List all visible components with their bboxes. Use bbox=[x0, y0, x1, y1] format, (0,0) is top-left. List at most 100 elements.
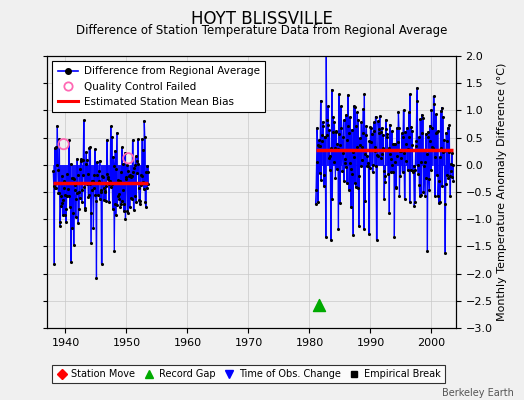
Point bbox=[383, 130, 391, 137]
Point bbox=[423, 248, 432, 254]
Legend: Station Move, Record Gap, Time of Obs. Change, Empirical Break: Station Move, Record Gap, Time of Obs. C… bbox=[52, 365, 444, 383]
Point bbox=[97, 261, 106, 267]
Point bbox=[75, 188, 83, 195]
Point bbox=[432, 172, 441, 178]
Point bbox=[419, 188, 428, 195]
Point bbox=[83, 157, 92, 163]
Point bbox=[396, 148, 404, 154]
Point bbox=[126, 172, 134, 178]
Point bbox=[339, 134, 347, 140]
Point bbox=[50, 183, 58, 189]
Point bbox=[333, 166, 341, 172]
Point bbox=[437, 145, 445, 151]
Point bbox=[320, 183, 328, 189]
Point bbox=[421, 159, 430, 165]
Point bbox=[101, 187, 110, 194]
Point bbox=[422, 131, 430, 137]
Point bbox=[141, 199, 149, 206]
Point bbox=[49, 168, 58, 175]
Point bbox=[313, 124, 321, 131]
Point bbox=[52, 162, 61, 168]
Point bbox=[413, 162, 422, 168]
Point bbox=[144, 181, 152, 188]
Point bbox=[124, 168, 133, 174]
Point bbox=[105, 180, 114, 186]
Point bbox=[407, 167, 415, 173]
Point bbox=[369, 162, 377, 168]
Point bbox=[324, 103, 332, 109]
Point bbox=[56, 223, 64, 230]
Point bbox=[334, 226, 343, 232]
Point bbox=[54, 190, 63, 196]
Point bbox=[340, 178, 348, 185]
Point bbox=[89, 225, 97, 231]
Point bbox=[387, 155, 396, 162]
Point bbox=[369, 127, 378, 134]
Point bbox=[119, 187, 127, 193]
Point bbox=[118, 144, 126, 150]
Text: HOYT BLISSVILLE: HOYT BLISSVILLE bbox=[191, 10, 333, 28]
Point bbox=[88, 186, 96, 193]
Point bbox=[139, 186, 148, 192]
Point bbox=[355, 172, 364, 179]
Point bbox=[58, 172, 66, 179]
Point bbox=[106, 123, 115, 130]
Point bbox=[447, 168, 455, 174]
Point bbox=[98, 173, 106, 179]
Point bbox=[357, 119, 366, 126]
Point bbox=[335, 91, 343, 97]
Point bbox=[321, 134, 329, 140]
Point bbox=[409, 162, 418, 169]
Point bbox=[414, 170, 422, 177]
Point bbox=[363, 163, 371, 170]
Point bbox=[91, 191, 100, 198]
Point bbox=[387, 168, 395, 175]
Point bbox=[406, 91, 414, 97]
Point bbox=[421, 193, 429, 200]
Point bbox=[336, 200, 344, 206]
Point bbox=[375, 113, 384, 119]
Point bbox=[111, 200, 119, 207]
Point bbox=[137, 181, 145, 188]
Point bbox=[331, 175, 340, 182]
Point bbox=[60, 178, 69, 184]
Point bbox=[108, 206, 117, 213]
Point bbox=[379, 131, 387, 138]
Point bbox=[444, 174, 452, 181]
Point bbox=[361, 198, 369, 204]
Point bbox=[444, 148, 453, 155]
Point bbox=[328, 196, 336, 202]
Point bbox=[109, 154, 117, 160]
Point bbox=[403, 167, 412, 174]
Point bbox=[378, 144, 387, 151]
Point bbox=[329, 129, 337, 135]
Point bbox=[365, 138, 374, 144]
Point bbox=[342, 136, 351, 143]
Point bbox=[117, 169, 125, 175]
Point bbox=[121, 216, 129, 223]
Point bbox=[86, 240, 95, 246]
Point bbox=[123, 208, 132, 214]
Point bbox=[112, 166, 121, 172]
Point bbox=[441, 250, 450, 256]
Point bbox=[442, 181, 450, 187]
Point bbox=[427, 106, 435, 113]
Point bbox=[410, 198, 419, 205]
Point bbox=[127, 174, 135, 181]
Point bbox=[373, 237, 381, 243]
Point bbox=[427, 166, 435, 173]
Point bbox=[129, 169, 137, 175]
Point bbox=[335, 130, 344, 137]
Point bbox=[113, 130, 121, 136]
Point bbox=[74, 220, 82, 226]
Point bbox=[341, 159, 350, 166]
Point bbox=[317, 177, 325, 183]
Point bbox=[362, 122, 370, 129]
Point bbox=[413, 84, 421, 91]
Point bbox=[354, 116, 363, 123]
Point bbox=[411, 143, 420, 149]
Point bbox=[357, 162, 365, 169]
Point bbox=[373, 152, 381, 158]
Point bbox=[348, 171, 356, 178]
Point bbox=[392, 125, 401, 131]
